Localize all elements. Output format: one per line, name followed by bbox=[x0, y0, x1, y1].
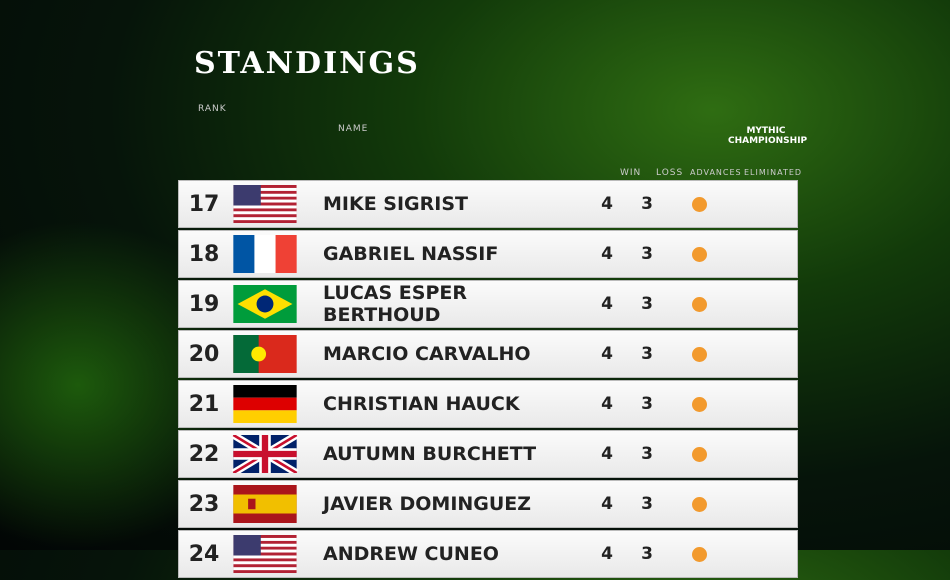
flag bbox=[233, 335, 297, 373]
rank: 18 bbox=[188, 241, 220, 267]
losses: 3 bbox=[641, 544, 653, 564]
column-header: LOSS bbox=[656, 168, 684, 178]
losses: 3 bbox=[641, 344, 653, 364]
rank: 22 bbox=[188, 441, 220, 467]
advances-dot bbox=[691, 296, 707, 312]
rank: 24 bbox=[188, 541, 220, 567]
wins: 4 bbox=[601, 494, 613, 514]
losses: 3 bbox=[641, 294, 653, 314]
rank: 17 bbox=[188, 191, 220, 217]
player-name: ANDREW CUNEO bbox=[323, 543, 499, 565]
row: 19 LUCAS ESPER BERTHOUD 4 3 bbox=[178, 280, 798, 328]
advances-dot bbox=[691, 446, 707, 462]
flag bbox=[229, 535, 301, 573]
losses: 3 bbox=[641, 394, 653, 414]
row: 23 JAVIER DOMINGUEZ 4 3 bbox=[178, 480, 798, 528]
logo: MYTHIC CHAMPIONSHIP bbox=[728, 126, 808, 146]
row: 20 MARCIO CARVALHO 4 3 bbox=[178, 330, 798, 378]
player-name: MARCIO CARVALHO bbox=[323, 343, 531, 365]
row: 17 MIKE SIGRIST 4 3 bbox=[178, 180, 798, 228]
advances-dot bbox=[691, 346, 707, 362]
flag bbox=[229, 185, 301, 223]
losses: 3 bbox=[641, 244, 653, 264]
player-name: JAVIER DOMINGUEZ bbox=[323, 493, 532, 515]
wins: 4 bbox=[601, 444, 613, 464]
advances-dot bbox=[691, 396, 707, 412]
player-name: AUTUMN BURCHETT bbox=[323, 443, 537, 465]
column-header: RANK bbox=[198, 104, 227, 114]
row: 24 ANDREW CUNEO 4 3 bbox=[178, 530, 798, 578]
wins: 4 bbox=[601, 394, 613, 414]
rank: 21 bbox=[188, 391, 220, 417]
advances-dot bbox=[691, 496, 707, 512]
losses: 3 bbox=[641, 194, 653, 214]
advances-dot bbox=[691, 196, 707, 212]
wins: 4 bbox=[601, 544, 613, 564]
standings-table: 17 MIKE SIGRIST 4 3 18 GABRIEL NASSIF 4 … bbox=[178, 180, 798, 580]
rank: 23 bbox=[188, 491, 220, 517]
row: 22 AUTUMN BURCHETT 4 3 bbox=[178, 430, 798, 478]
title: STANDINGS bbox=[194, 46, 420, 81]
wins: 4 bbox=[601, 344, 613, 364]
wins: 4 bbox=[601, 244, 613, 264]
player-name: CHRISTIAN HAUCK bbox=[323, 393, 520, 415]
flag bbox=[231, 435, 299, 473]
column-header: ELIMINATED bbox=[744, 168, 803, 177]
losses: 3 bbox=[641, 444, 653, 464]
losses: 3 bbox=[641, 494, 653, 514]
advances-dot bbox=[691, 246, 707, 262]
advances-dot bbox=[691, 546, 707, 562]
column-header: WIN bbox=[620, 168, 642, 178]
flag bbox=[233, 235, 297, 273]
player-name: GABRIEL NASSIF bbox=[323, 243, 499, 265]
flag bbox=[233, 385, 297, 423]
column-header: ADVANCES bbox=[690, 168, 742, 177]
rank: 19 bbox=[188, 291, 220, 317]
flag bbox=[233, 485, 297, 523]
row: 18 GABRIEL NASSIF 4 3 bbox=[178, 230, 798, 278]
rank: 20 bbox=[188, 341, 220, 367]
wins: 4 bbox=[601, 294, 613, 314]
row: 21 CHRISTIAN HAUCK 4 3 bbox=[178, 380, 798, 428]
wins: 4 bbox=[601, 194, 613, 214]
column-header: NAME bbox=[338, 124, 369, 134]
player-name: LUCAS ESPER BERTHOUD bbox=[323, 282, 468, 326]
player-name: MIKE SIGRIST bbox=[323, 193, 468, 215]
flag bbox=[233, 285, 297, 323]
